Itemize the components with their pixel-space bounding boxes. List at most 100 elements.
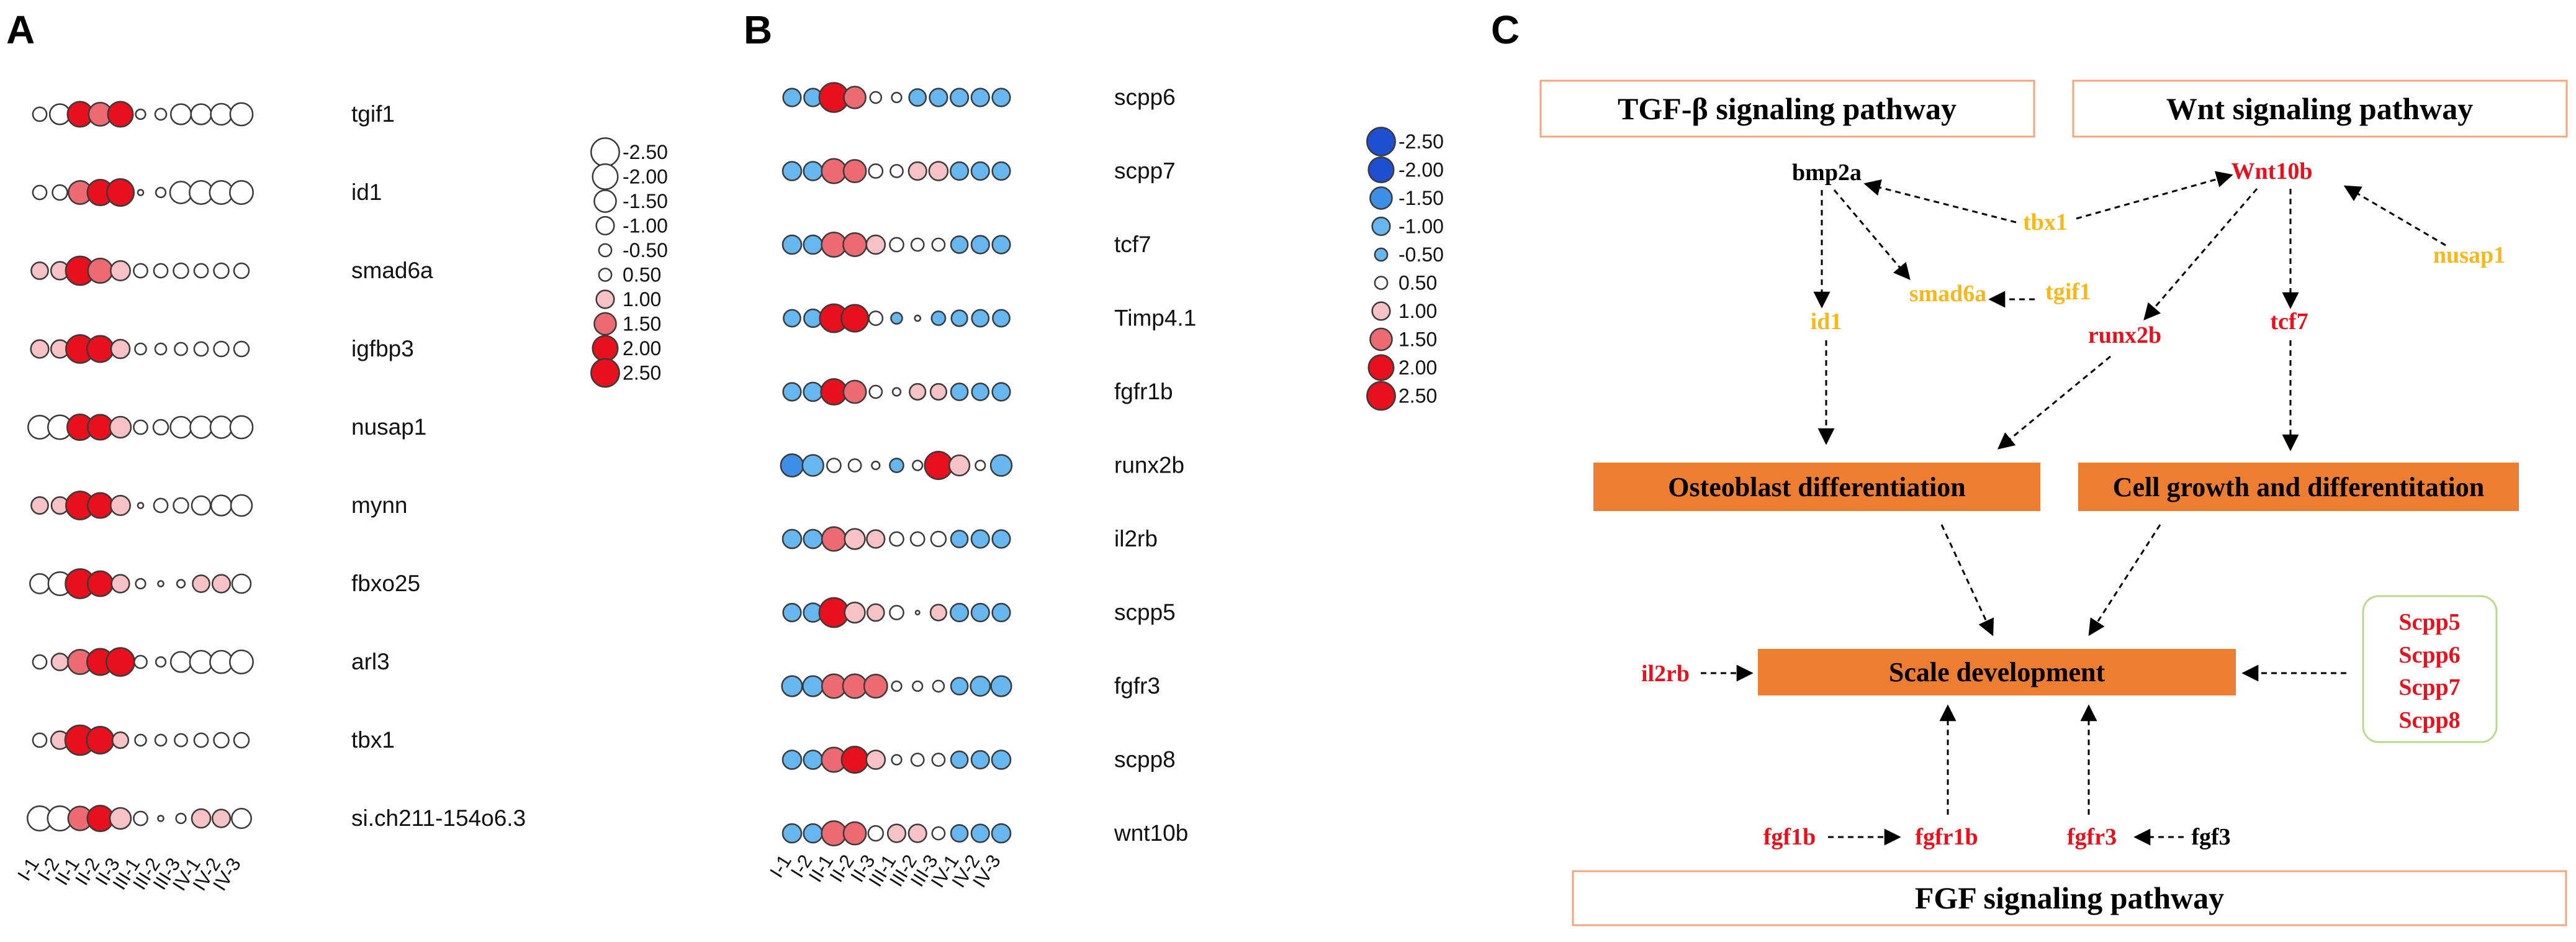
bubble-b-scpp5-iii-2 <box>914 610 921 615</box>
legend-label-a: 1.50 <box>623 313 661 335</box>
bubble-b-tcf7-i-2 <box>803 234 823 255</box>
legend-label-b: -2.00 <box>1398 159 1444 181</box>
bubble-b-fgfr1b-iii-3 <box>929 383 947 401</box>
bubble-b-il2rb-ii-1 <box>821 526 847 552</box>
bubble-b-scpp5-iii-3 <box>929 604 947 622</box>
bubble-b-scpp6-ii-2 <box>843 86 867 109</box>
bubble-a-smad6a-ii-3 <box>110 260 131 281</box>
bubble-a-smad6a-iii-3 <box>173 262 189 279</box>
scpp-box <box>2362 595 2498 743</box>
gene-fgf1b: fgf1b <box>1763 824 1816 850</box>
bubble-a-tgif1-iv-3 <box>229 102 254 127</box>
bubble-b-scpp5-iv-2 <box>970 602 990 623</box>
scpp-item-scpp8: Scpp8 <box>2398 707 2460 733</box>
legend-bubble-a <box>592 335 619 362</box>
scpp-item-scpp6: Scpp6 <box>2398 642 2460 668</box>
bubble-b-fgfr3-i-1 <box>781 675 803 697</box>
bubble-a-igfbp3-ii-2 <box>86 335 115 363</box>
arrow-tbx1-bmp2a <box>1863 179 2017 224</box>
gene-tbx1: tbx1 <box>2023 209 2068 235</box>
bubble-a-sich211154o63-iv-3 <box>231 808 252 829</box>
arrow-wnt10b-runx2b <box>2143 188 2258 321</box>
bubble-b-tcf7-iii-2 <box>910 237 925 252</box>
legend-bubble-b <box>1371 301 1391 321</box>
bubble-b-scpp8-ii-2 <box>840 745 869 774</box>
legend-bubble-b <box>1374 247 1389 262</box>
bubble-b-fgfr1b-iv-2 <box>971 383 990 401</box>
gene-tgif1: tgif1 <box>2045 279 2091 305</box>
bubble-b-scpp8-iii-3 <box>931 753 946 767</box>
gene-label-a: tbx1 <box>351 727 395 753</box>
bubble-b-fgfr3-i-2 <box>802 675 824 697</box>
bubble-b-runx2b-ii-2 <box>847 458 862 473</box>
bubble-a-smad6a-ii-2 <box>87 257 114 284</box>
bubble-b-tcf7-i-1 <box>781 234 803 255</box>
bubble-a-arl3-iii-2 <box>155 656 167 668</box>
bubble-b-scpp6-i-1 <box>782 88 802 107</box>
bubble-a-tgif1-iii-1 <box>135 108 146 120</box>
legend-bubble-a <box>593 189 617 213</box>
bubble-b-il2rb-iii-3 <box>930 530 947 548</box>
legend-label-b: -0.50 <box>1398 243 1444 266</box>
bubble-b-fgfr1b-i-1 <box>782 382 802 402</box>
bubble-b-scpp6-iv-2 <box>970 88 990 107</box>
bubble-b-scpp6-iv-1 <box>950 88 970 107</box>
legend-label-b: 1.00 <box>1398 300 1437 322</box>
bubble-b-fgfr1b-ii-3 <box>868 384 883 399</box>
bubble-a-sich211154o63-iii-3 <box>175 812 187 825</box>
bubble-a-mynn-iv-1 <box>191 495 212 516</box>
bubble-a-sich211154o63-iv-2 <box>211 808 232 828</box>
bubble-b-il2rb-iv-1 <box>950 530 969 548</box>
bubble-a-tbx1-ii-2 <box>86 725 115 755</box>
bubble-a-mynn-iii-1 <box>137 502 145 509</box>
bubble-b-scpp7-iii-2 <box>907 161 927 181</box>
bubble-a-tgif1-iii-3 <box>169 103 192 125</box>
bubble-b-scpp7-iv-2 <box>970 161 990 181</box>
legend-label-b: 2.50 <box>1398 385 1437 407</box>
gene-nusap1: nusap1 <box>2433 242 2505 268</box>
bubble-b-il2rb-i-2 <box>803 528 823 550</box>
bubble-b-wnt10b-ii-2 <box>842 821 867 846</box>
bubble-b-fgfr3-iii-2 <box>912 680 924 692</box>
tgf-pathway-box <box>1539 79 2035 138</box>
bubble-a-sich211154o63-iii-1 <box>133 810 148 827</box>
bubble-a-nusap1-ii-3 <box>109 415 132 439</box>
legend-label-a: 2.50 <box>623 362 661 384</box>
bubble-b-scpp5-ii-2 <box>844 601 866 624</box>
bubble-b-fgfr3-iv-2 <box>970 676 991 697</box>
bubble-b-tcf7-iii-1 <box>889 237 904 253</box>
legend-label-a: 1.00 <box>623 288 661 310</box>
bubble-a-fbxo25-iv-3 <box>231 573 252 594</box>
gene-label-a: mynn <box>351 492 407 518</box>
bubble-b-fgfr3-ii-3 <box>863 674 888 699</box>
bubble-a-tbx1-iii-1 <box>134 733 147 747</box>
bubble-a-nusap1-iii-1 <box>133 419 148 435</box>
gene-label-a: smad6a <box>351 258 433 283</box>
gene-label-b: il2rb <box>1114 526 1158 551</box>
bubble-b-il2rb-iv-3 <box>991 529 1011 549</box>
bubble-b-runx2b-iii-2 <box>912 460 924 471</box>
bubble-b-scpp8-iv-2 <box>970 750 990 770</box>
bubble-a-sich211154o63-iii-2 <box>157 815 164 822</box>
bubble-b-fgfr1b-i-2 <box>803 381 823 402</box>
bubble-a-fbxo25-ii-3 <box>110 574 130 594</box>
bubble-a-fbxo25-i-1 <box>29 573 50 594</box>
bubble-a-arl3-i-1 <box>32 654 48 670</box>
bubble-b-wnt10b-iv-2 <box>970 823 990 843</box>
cell-growth-title: Cell growth and differentitation <box>2113 472 2484 502</box>
legend-label-a: 2.00 <box>623 337 661 360</box>
gene-label-a: fbxo25 <box>351 571 420 596</box>
bubble-b-scpp8-iii-2 <box>910 753 925 767</box>
panel-a-bubble-chart: tgif1 id1 smad6a igfbp3 nusap1 mynn fbxo25 arl3… <box>13 101 526 894</box>
bubble-b-scpp5-iv-1 <box>950 602 970 623</box>
gene-label-b: runx2b <box>1114 453 1184 478</box>
bubble-b-il2rb-iii-2 <box>909 531 925 547</box>
gene-label-b: fgfr1b <box>1114 379 1173 404</box>
arrow-tbx1-wnt10b <box>2076 171 2233 220</box>
legend-label-a: 0.50 <box>623 264 661 286</box>
legend-bubble-b <box>1371 216 1391 237</box>
scale-development-box <box>1758 649 2236 695</box>
legend-bubble-a <box>595 215 615 236</box>
bubble-b-runx2b-i-1 <box>780 453 804 478</box>
